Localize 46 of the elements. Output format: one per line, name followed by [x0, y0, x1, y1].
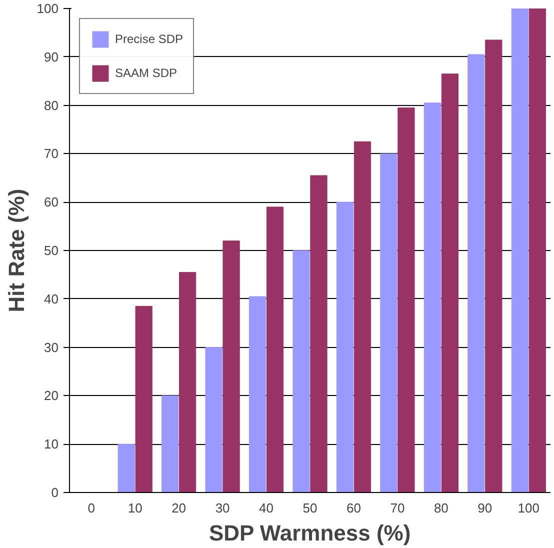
bar	[248, 296, 266, 492]
bar	[424, 102, 441, 492]
bar	[222, 240, 240, 492]
x-tick-label: 30	[215, 500, 230, 516]
x-tick-label: 60	[346, 500, 361, 516]
bar	[528, 8, 546, 492]
y-tick-label: 70	[44, 146, 59, 162]
x-tick-label: 20	[172, 500, 186, 516]
bar	[205, 347, 222, 492]
legend-label: Precise SDP	[115, 32, 184, 46]
bar	[380, 153, 398, 492]
bar	[398, 107, 415, 492]
y-tick-label: 40	[44, 291, 59, 306]
bar	[336, 202, 354, 492]
y-tick-label: 10	[44, 436, 59, 452]
x-tick-label: 90	[478, 500, 492, 516]
legend-label: SAAM SDP	[115, 66, 178, 80]
x-tick-label: 10	[128, 500, 142, 516]
y-tick-label: 60	[44, 194, 59, 210]
x-axis-title: SDP Warmness (%)	[208, 520, 411, 546]
bar	[310, 175, 328, 492]
y-tick-label: 0	[51, 485, 59, 500]
y-tick-label: 30	[44, 340, 59, 355]
y-tick-label: 50	[44, 243, 59, 258]
bar	[292, 250, 310, 492]
x-tick-label: 70	[390, 500, 405, 516]
bar	[354, 141, 372, 492]
bar	[179, 272, 196, 492]
y-axis-title: Hit Rate (%)	[4, 188, 29, 312]
bar	[162, 395, 179, 492]
bar	[135, 306, 152, 492]
bar	[118, 444, 135, 492]
x-tick-label: 100	[518, 500, 540, 516]
bar	[511, 8, 528, 492]
bar	[468, 54, 485, 492]
y-tick-label: 100	[36, 1, 59, 16]
y-tick-label: 80	[44, 98, 59, 113]
y-tick-label: 90	[44, 49, 59, 64]
x-tick-label: 0	[88, 500, 95, 516]
bar	[485, 40, 502, 492]
bar	[266, 206, 284, 492]
x-tick-label: 40	[259, 500, 274, 516]
x-tick-label: 50	[302, 500, 318, 516]
bar	[441, 74, 458, 492]
y-tick-label: 20	[44, 388, 59, 404]
x-tick-label: 80	[434, 500, 448, 516]
